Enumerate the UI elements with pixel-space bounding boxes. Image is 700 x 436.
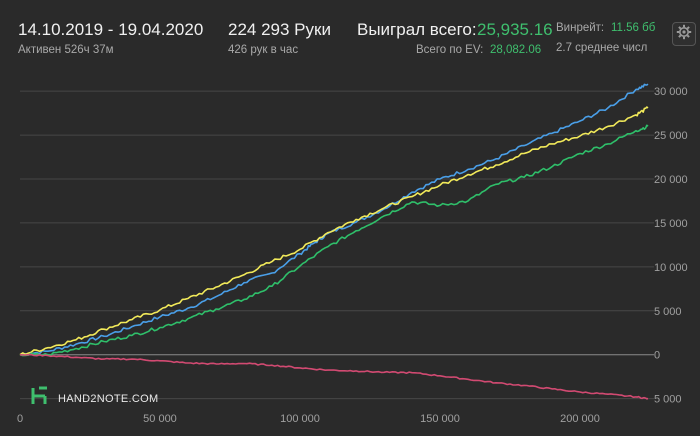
- chart-grid: [20, 90, 654, 400]
- watermark-text: HAND2NOTE.COM: [58, 392, 159, 405]
- x-tick-label: 50 000: [143, 413, 177, 425]
- y-tick-label: 25 000: [654, 130, 688, 142]
- ev-label: Всего по EV:: [416, 44, 484, 56]
- series-line-4: [19, 353, 649, 400]
- settings-button[interactable]: [672, 22, 696, 46]
- series-line-2: [19, 106, 649, 356]
- profit-chart: 30 000 25 000 20 000 15 000 10 000 5 000 0 5 00…: [17, 83, 688, 425]
- active-time: Активен 526ч 37м: [18, 44, 114, 56]
- x-tick-label: 150 000: [420, 413, 460, 425]
- won-total-label: Выиграл всего:: [357, 20, 477, 39]
- winrate-label: Винрейт:: [556, 22, 605, 34]
- winrate-value: 11.56 бб: [611, 22, 656, 34]
- gear-icon: [676, 24, 692, 45]
- ev-value: 28,082.06: [490, 44, 542, 56]
- series-line-3: [19, 124, 649, 357]
- date-range: 14.10.2019 - 19.04.2020: [18, 20, 204, 39]
- series-line-1: [19, 83, 649, 356]
- x-tick-label: 0: [17, 413, 23, 425]
- x-tick-label: 200 000: [560, 413, 600, 425]
- hands-count: 224 293 Руки: [228, 20, 331, 39]
- chart-lines: [19, 83, 649, 400]
- y-tick-label: 15 000: [654, 218, 688, 230]
- y-tick-label: 5 000: [654, 306, 682, 318]
- x-axis-ticks: 0 50 000 100 000 150 000 200 000: [17, 413, 600, 425]
- stats-header: 14.10.2019 - 19.04.2020 Активен 526ч 37м…: [0, 0, 700, 78]
- x-tick-label: 100 000: [280, 413, 320, 425]
- watermark: HAND2NOTE.COM: [30, 386, 158, 411]
- hand2note-logo: [30, 386, 50, 411]
- y-tick-label: 0: [654, 350, 660, 362]
- hands-per-hour: 426 рук в час: [228, 44, 299, 56]
- y-tick-label: 20 000: [654, 174, 688, 186]
- y-tick-label: 5 000: [654, 394, 682, 406]
- y-tick-label: 10 000: [654, 262, 688, 274]
- y-tick-label: 30 000: [654, 86, 688, 98]
- y-axis-ticks: 30 000 25 000 20 000 15 000 10 000 5 000 0 5 00…: [654, 86, 688, 405]
- won-total-value: 25,935.16: [477, 20, 553, 39]
- avg-text: 2.7 среднее числ: [556, 42, 648, 54]
